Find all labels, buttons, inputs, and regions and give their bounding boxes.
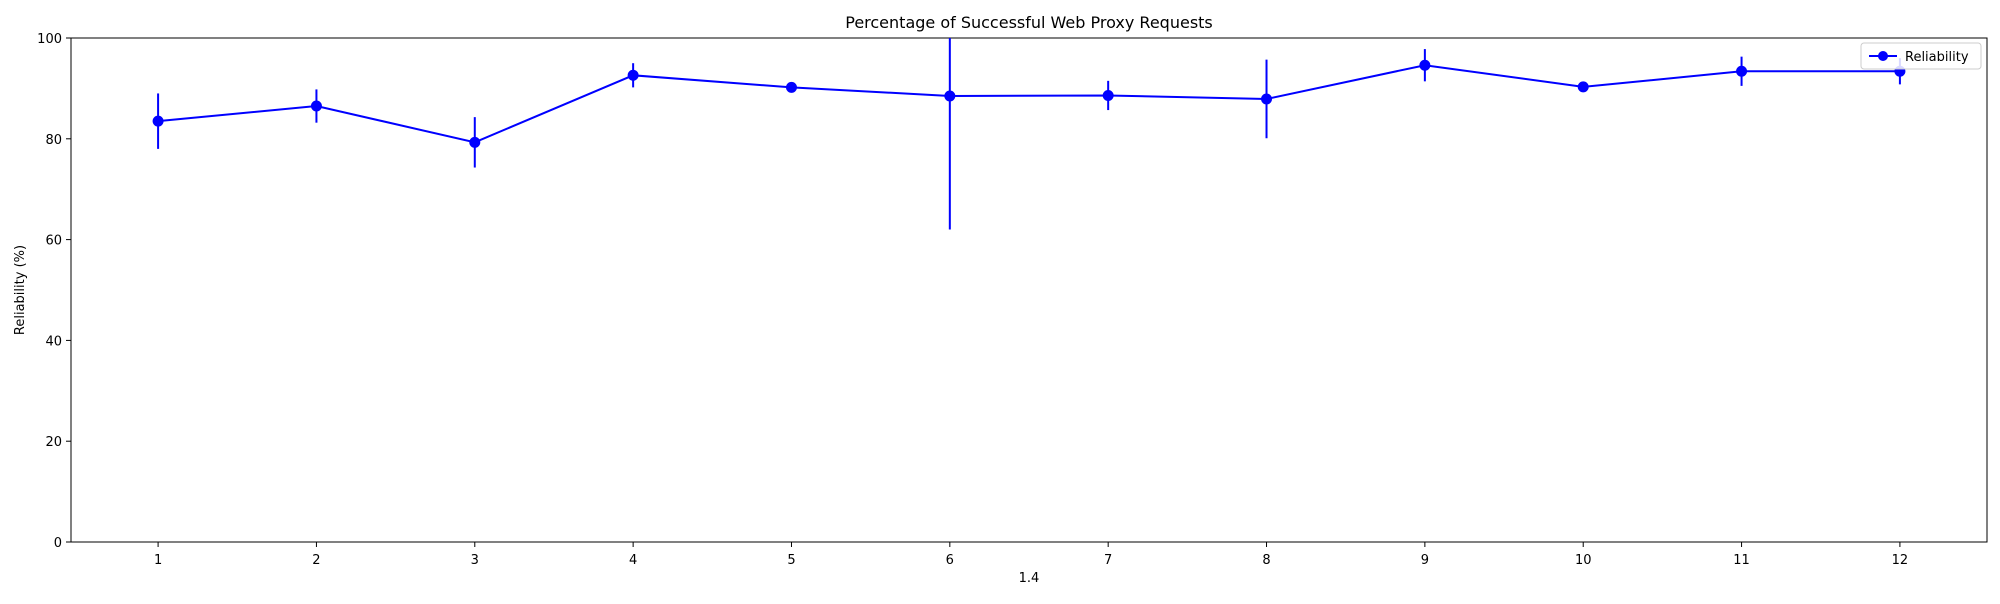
x-tick-label: 4 xyxy=(629,553,637,568)
y-axis-label: Reliability (%) xyxy=(13,245,28,335)
x-tick-label: 5 xyxy=(787,553,795,568)
series-line xyxy=(157,64,1900,144)
data-point xyxy=(1261,93,1273,105)
chart-title: Percentage of Successful Web Proxy Reque… xyxy=(845,13,1213,32)
y-tick-label: 0 xyxy=(54,536,62,551)
data-point xyxy=(310,100,322,112)
x-tick-label: 12 xyxy=(1892,553,1909,568)
y-tick-label: 60 xyxy=(45,234,62,249)
legend-box xyxy=(1860,42,1982,70)
x-tick-label: 1 xyxy=(154,553,162,568)
y-tick-label: 100 xyxy=(37,32,62,47)
data-point xyxy=(1736,65,1748,77)
y-tick-label: 20 xyxy=(45,435,62,450)
x-tick-label: 6 xyxy=(946,553,954,568)
y-tick-label: 80 xyxy=(45,133,62,148)
data-point xyxy=(785,81,797,93)
x-tick-label: 9 xyxy=(1421,553,1429,568)
x-tick-label: 10 xyxy=(1575,553,1592,568)
legend-label: Reliability xyxy=(1905,50,1969,65)
x-axis-label: 1.4 xyxy=(1019,571,1040,586)
plot-frame xyxy=(70,37,1988,543)
data-point xyxy=(944,90,956,102)
x-tick-label: 3 xyxy=(471,553,479,568)
data-point xyxy=(1577,81,1589,93)
legend-marker xyxy=(1878,51,1888,61)
x-tick-label: 11 xyxy=(1733,553,1750,568)
y-tick-label: 40 xyxy=(45,334,62,349)
x-tick-label: 8 xyxy=(1262,553,1270,568)
data-point xyxy=(469,136,481,148)
data-point xyxy=(1102,89,1114,101)
x-tick-label: 7 xyxy=(1104,553,1112,568)
data-point xyxy=(1419,59,1431,71)
x-tick-label: 2 xyxy=(312,553,320,568)
data-point xyxy=(627,69,639,81)
data-point xyxy=(152,115,164,127)
